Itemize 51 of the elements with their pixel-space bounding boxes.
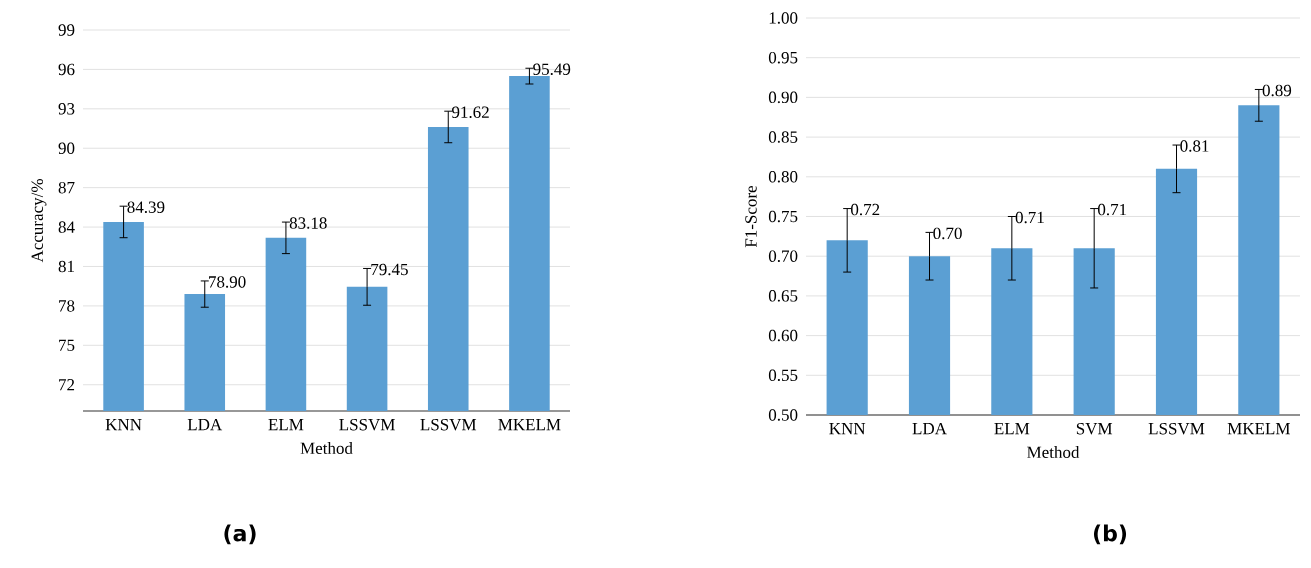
data-label: 0.71 [1098, 203, 1127, 216]
x-tick-label: ELM [994, 423, 1030, 435]
y-tick-label: 0.55 [768, 369, 798, 382]
data-label: 84.39 [127, 201, 165, 213]
y-tick-label: 0.50 [768, 409, 798, 421]
y-tick-label: 0.70 [768, 250, 798, 262]
data-label: 83.18 [289, 217, 327, 229]
x-tick-label: MKELM [498, 419, 561, 431]
data-label: 78.90 [209, 276, 246, 288]
y-axis-title: Accuracy/% [31, 179, 47, 263]
y-tick-label: 99 [58, 24, 75, 36]
x-tick-label: LSSVM [1148, 422, 1205, 435]
data-label: 91.62 [452, 106, 489, 118]
y-tick-label: 87 [58, 181, 75, 194]
data-label: 0.89 [1262, 84, 1292, 97]
text: (a) [224, 524, 256, 545]
y-tick-label: 0.95 [768, 51, 798, 64]
x-tick-label: KNN [829, 423, 866, 435]
y-tick-label: 78 [59, 300, 75, 312]
y-tick-label: 72 [59, 379, 75, 391]
x-tick-label: ELM [268, 419, 304, 431]
x-tick-label: MKELM [1227, 423, 1290, 435]
y-tick-label: 0.65 [768, 290, 798, 302]
y-tick-label: 0.90 [768, 91, 798, 104]
data-label: 0.70 [933, 227, 962, 240]
y-tick-label: 81 [58, 260, 74, 273]
x-tick-label: SVM [1076, 422, 1113, 435]
x-tick-label: LDA [187, 418, 223, 431]
x-tick-label: LSSVM [420, 418, 477, 431]
x-axis-title: Method [300, 442, 353, 455]
x-axis-title: Method [1027, 446, 1080, 459]
y-axis-title: F1-Score [745, 185, 757, 248]
x-tick-label: LSSVM [339, 418, 395, 431]
y-tick-label: 93 [58, 103, 75, 115]
y-tick-label: 84 [58, 221, 75, 233]
y-tick-label: 96 [58, 63, 75, 76]
y-tick-label: 0.85 [768, 131, 798, 143]
y-tick-label: 0.75 [768, 210, 798, 223]
x-tick-label: KNN [105, 419, 142, 431]
y-tick-label: 75 [59, 339, 75, 351]
data-label: 0.81 [1180, 140, 1209, 152]
y-tick-label: 0.80 [768, 171, 798, 183]
y-tick-label: 0.60 [768, 329, 798, 342]
data-label: 95.49 [533, 63, 571, 76]
y-tick-label: 90 [58, 142, 75, 154]
data-label: 0.72 [851, 203, 880, 216]
data-label: 0.71 [1015, 211, 1044, 224]
x-tick-label: LDA [912, 422, 947, 435]
data-label: 79.45 [371, 263, 408, 276]
y-tick-label: 1.00 [769, 12, 798, 24]
text: (b) [1093, 524, 1127, 545]
